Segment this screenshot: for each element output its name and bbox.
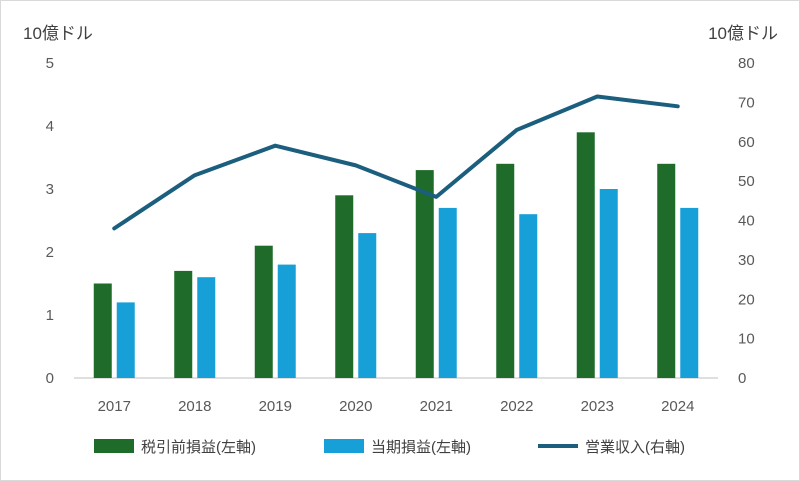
bars <box>93 132 699 378</box>
series-line-0 <box>112 94 680 231</box>
y-left-tick-label: 0 <box>46 370 54 387</box>
bar-0 <box>335 195 354 378</box>
x-tick-label: 2017 <box>98 398 131 415</box>
legend-label: 営業収入(右軸) <box>585 439 685 456</box>
bar-1 <box>438 207 457 378</box>
bar-0 <box>254 245 273 378</box>
bar-1 <box>599 189 618 378</box>
legend: 税引前損益(左軸) 当期損益(左軸) 営業収入(右軸) <box>94 439 685 456</box>
y-left-tick-label: 4 <box>46 118 54 135</box>
x-tick-label: 2020 <box>339 398 372 415</box>
legend-swatch <box>324 439 364 453</box>
bar-0 <box>174 270 193 378</box>
bar-0 <box>576 132 595 378</box>
y-left-tick-label: 3 <box>46 181 54 198</box>
x-tick-label: 2019 <box>259 398 292 415</box>
y-left-tick-label: 2 <box>46 244 54 261</box>
y-right-tick-label: 70 <box>738 94 755 111</box>
y-right-tick-label: 80 <box>738 55 755 72</box>
bar-0 <box>93 283 112 378</box>
legend-label: 当期損益(左軸) <box>371 439 471 456</box>
legend-swatch <box>94 439 134 453</box>
y-left-tick-label: 1 <box>46 307 54 324</box>
line-series <box>112 94 680 231</box>
bar-1 <box>358 233 377 378</box>
bar-1 <box>197 277 216 378</box>
x-tick-label: 2018 <box>178 398 211 415</box>
x-tick-label: 2024 <box>661 398 694 415</box>
left-axis-unit: 10億ドル <box>23 24 93 43</box>
x-tick-label: 2021 <box>420 398 453 415</box>
x-tick-label: 2023 <box>581 398 614 415</box>
y-right-tick-label: 30 <box>738 252 755 269</box>
y-right-tick-label: 50 <box>738 173 755 190</box>
bar-0 <box>415 170 434 378</box>
y-right-tick-label: 20 <box>738 291 755 308</box>
bar-1 <box>116 302 135 378</box>
y-left-tick-label: 5 <box>46 55 54 72</box>
bar-0 <box>657 163 676 378</box>
bar-1 <box>277 264 296 378</box>
bar-0 <box>496 163 515 378</box>
bar-1 <box>519 214 538 378</box>
right-axis-unit: 10億ドル <box>708 24 778 43</box>
y-right-tick-label: 40 <box>738 213 755 230</box>
y-right-tick-label: 10 <box>738 331 755 348</box>
y-right-tick-label: 60 <box>738 134 755 151</box>
bar-1 <box>680 207 699 378</box>
y-right-tick-label: 0 <box>738 370 746 387</box>
legend-label: 税引前損益(左軸) <box>141 439 256 456</box>
x-tick-label: 2022 <box>500 398 533 415</box>
